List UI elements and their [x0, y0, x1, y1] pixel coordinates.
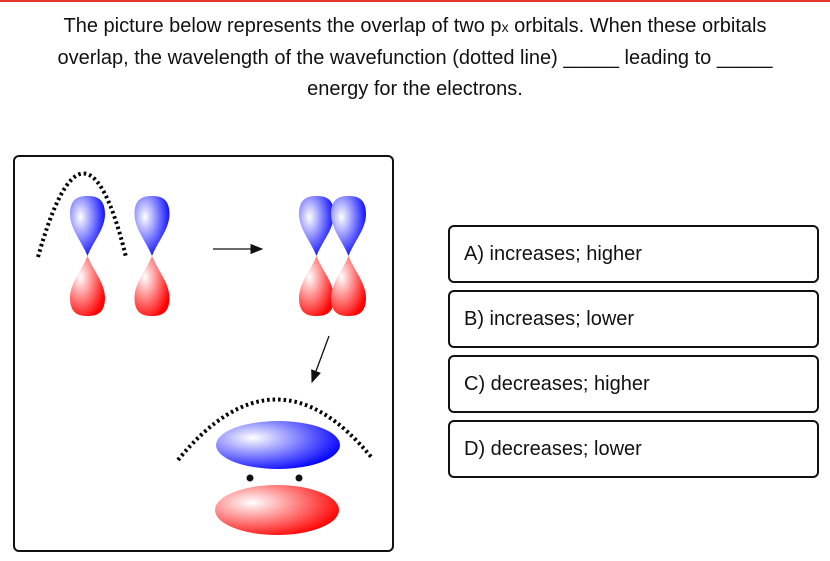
question-text-part: The picture below represents the overlap…	[63, 15, 502, 37]
overlapping-p-orbital-2-negative-lobe	[331, 256, 366, 316]
electron-dot	[295, 474, 303, 482]
overlapping-p-orbital-1-positive-lobe	[299, 196, 334, 256]
wavefunction-dotted-line-after	[176, 397, 374, 462]
p-orbital-1-positive-lobe	[70, 196, 105, 256]
option-label: C) decreases; higher	[464, 373, 650, 395]
orbital-overlap-figure	[13, 155, 394, 552]
question-text: The picture below represents the overlap…	[0, 11, 830, 105]
overlapping-p-orbital-2-positive-lobe	[331, 196, 366, 256]
electron-dot	[246, 474, 254, 482]
option-d[interactable]: D) decreases; lower	[448, 420, 819, 478]
p-orbital-2-negative-lobe	[134, 256, 170, 316]
question-line-3: energy for the electrons.	[307, 78, 523, 100]
question-line-2: overlap, the wavelength of the wavefunct…	[57, 47, 773, 69]
subscript-x: x	[501, 19, 509, 35]
option-label: B) increases; lower	[464, 308, 635, 330]
wavefunction-dotted-line-before	[36, 171, 128, 258]
top-accent-line	[0, 0, 830, 2]
overlapping-p-orbital-1-negative-lobe	[299, 256, 334, 316]
p-orbital-1-negative-lobe	[70, 256, 105, 316]
option-label: D) decreases; lower	[464, 438, 642, 460]
pi-bonding-lobe-bottom	[215, 485, 339, 535]
arrow-down	[311, 335, 330, 384]
question-text-part: orbitals. When these orbitals	[508, 15, 767, 37]
option-b[interactable]: B) increases; lower	[448, 290, 819, 348]
option-c[interactable]: C) decreases; higher	[448, 355, 819, 413]
option-a[interactable]: A) increases; higher	[448, 225, 819, 283]
option-label: A) increases; higher	[464, 243, 642, 265]
pi-bonding-lobe-top	[216, 421, 340, 469]
question-line-1: The picture below represents the overlap…	[0, 11, 830, 43]
p-orbital-2-positive-lobe	[134, 196, 170, 256]
